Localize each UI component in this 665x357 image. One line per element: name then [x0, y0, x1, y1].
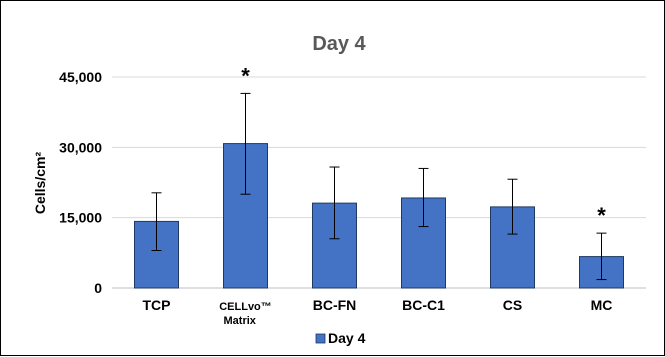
chart-title: Day 4	[312, 33, 366, 55]
x-tick-label-line: Matrix	[224, 315, 257, 327]
x-tick-label: TCP	[143, 297, 171, 313]
x-tick-label: BC-C1	[402, 297, 445, 313]
y-tick-label: 15,000	[59, 210, 102, 226]
x-tick-label: MC	[591, 297, 613, 313]
legend-swatch	[315, 333, 326, 344]
x-tick-label-line: CELLvo™	[219, 301, 272, 313]
labels: 0 15,000 30,000 45,000 TCP CELLvo™ Matrix * BC-F…	[59, 63, 612, 327]
y-axis-label: Cells/cm²	[32, 152, 48, 215]
y-tick-label: 0	[94, 280, 102, 296]
x-tick-label: BC-FN	[313, 297, 357, 313]
legend-label: Day 4	[328, 330, 366, 346]
x-tick-label: CELLvo™ Matrix	[219, 301, 272, 327]
bars	[134, 143, 624, 289]
y-tick-label: 45,000	[59, 69, 102, 85]
significance-marker: *	[597, 203, 606, 228]
y-tick-label: 30,000	[59, 139, 102, 155]
legend: Day 4	[315, 330, 366, 346]
error-bars	[151, 92, 607, 281]
x-tick-label: CS	[503, 297, 522, 313]
gridlines	[112, 76, 646, 219]
significance-marker: *	[241, 63, 250, 88]
